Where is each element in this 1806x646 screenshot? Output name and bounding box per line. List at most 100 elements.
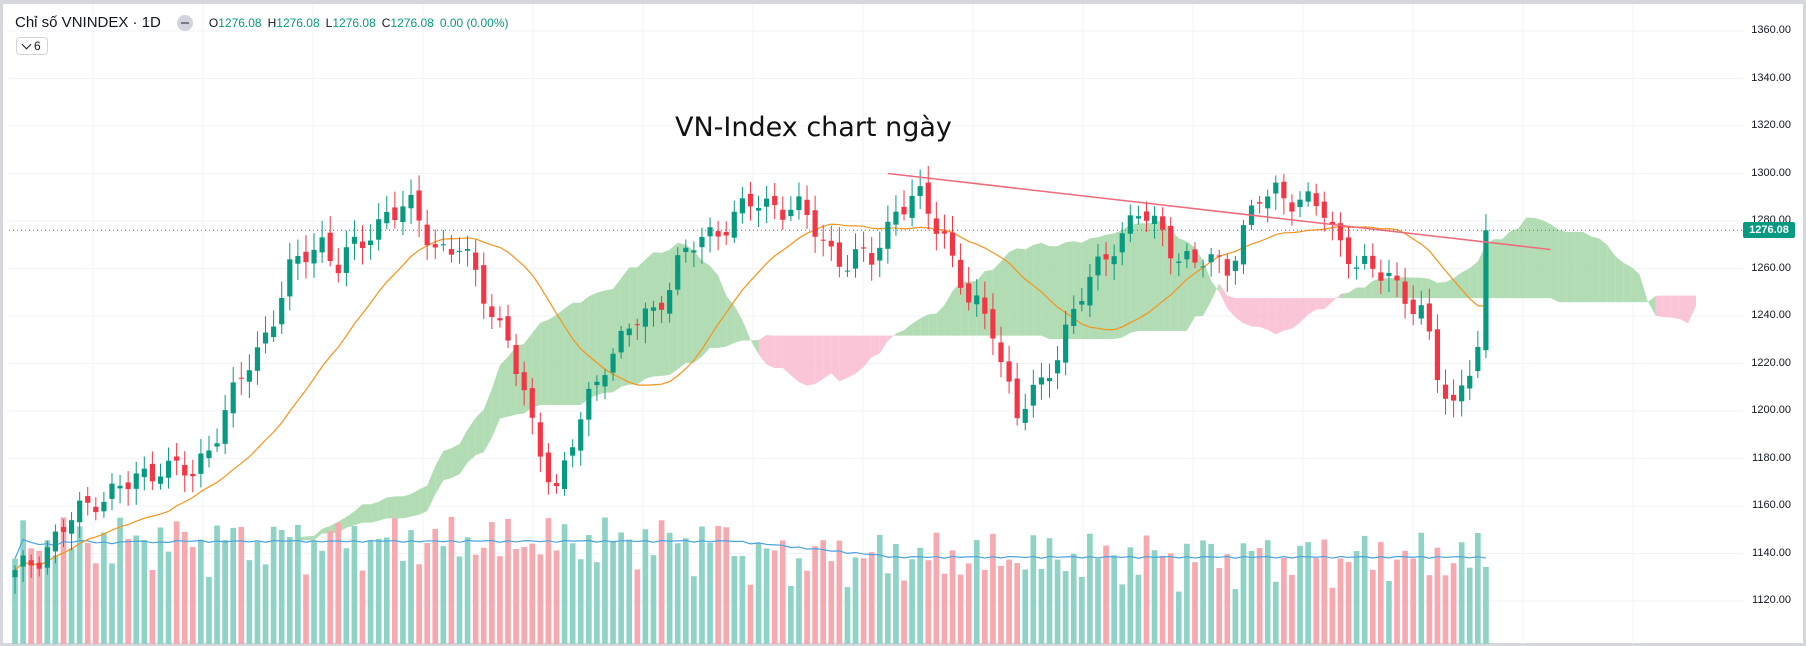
volume-bar (1402, 550, 1408, 644)
candle-body (578, 419, 584, 451)
candle-body (1426, 303, 1432, 332)
cloud-segment (1574, 231, 1583, 303)
candle-body (465, 248, 471, 251)
cloud-segment (645, 252, 654, 379)
candle-body (917, 186, 923, 196)
candle-body (820, 239, 826, 241)
volume-bar (957, 574, 964, 644)
cloud-segment (1663, 295, 1672, 318)
candle-body (594, 381, 600, 386)
cloud-segment (887, 333, 896, 341)
candle-body (1232, 260, 1238, 271)
volume-bar (682, 538, 689, 644)
candle-body (174, 456, 180, 461)
symbol-title[interactable]: Chỉ số VNINDEX · 1D (15, 14, 161, 31)
candle-body (271, 326, 277, 338)
volume-bar (893, 543, 899, 644)
volume-bar (1054, 559, 1061, 644)
cloud-segment (1122, 225, 1131, 338)
volume-bar (1458, 542, 1465, 644)
cloud-segment (475, 409, 484, 456)
candle-body (949, 232, 956, 256)
candle-body (400, 206, 406, 223)
cloud-segment (1057, 242, 1066, 339)
cloud-segment (305, 536, 315, 541)
cloud-segment (1582, 231, 1591, 303)
cloud-segment (580, 296, 589, 405)
cloud-segment (726, 295, 735, 347)
volume-bar (876, 534, 883, 644)
candle-body (1160, 216, 1166, 230)
cloud-segment (1388, 277, 1398, 299)
candle-body (1046, 378, 1053, 382)
cloud-segment (693, 250, 702, 363)
cloud-segment (540, 319, 549, 405)
cloud-segment (1259, 298, 1268, 330)
cloud-segment (1316, 298, 1325, 310)
cloud-segment (1154, 219, 1163, 331)
volume-bar (553, 550, 560, 644)
volume-bar (618, 532, 624, 644)
candle-body (772, 196, 778, 206)
candle-body (1475, 346, 1481, 372)
candle-body (788, 209, 794, 217)
cloud-segment (1623, 262, 1632, 303)
volume-bar (1289, 574, 1295, 644)
volume-bar (1014, 563, 1020, 644)
hide-legend-icon[interactable] (176, 14, 193, 31)
volume-bar (1475, 532, 1481, 644)
candle-body (1451, 394, 1457, 401)
cloud-segment (863, 335, 872, 368)
cloud-segment (839, 335, 848, 382)
volume-bar (1135, 574, 1142, 644)
price-chart[interactable] (3, 4, 1803, 644)
candle-body (1127, 215, 1133, 234)
volume-bar (230, 527, 237, 644)
volume-bar (1337, 558, 1344, 644)
cloud-segment (386, 496, 395, 519)
cloud-segment (548, 314, 557, 405)
volume-bar (1232, 589, 1239, 644)
candle-body (1459, 385, 1465, 402)
candle-body (925, 182, 931, 214)
candle-body (303, 251, 309, 263)
candle-body (109, 483, 115, 499)
candle-body (634, 324, 640, 326)
cloud-segment (766, 334, 775, 368)
candle-body (1297, 199, 1303, 208)
volume-bar (521, 547, 527, 644)
indicators-toggle-button[interactable]: 6 (16, 37, 48, 55)
volume-bar (117, 517, 123, 644)
volume-bar (1321, 539, 1328, 644)
volume-bar (1313, 558, 1320, 644)
volume-bar (1151, 550, 1158, 644)
candle-body (287, 259, 293, 297)
volume-bar (658, 520, 665, 644)
candle-body (190, 473, 196, 477)
cloud-segment (1097, 234, 1107, 339)
low-value: 1276.08 (332, 15, 376, 30)
candle-body (715, 231, 721, 237)
cloud-segment (1413, 277, 1422, 299)
volume-bar (634, 569, 641, 644)
candle-body (998, 342, 1004, 363)
candle-body (182, 465, 188, 476)
candle-body (238, 377, 244, 379)
candle-body (861, 247, 867, 249)
open-key: O (208, 15, 219, 30)
volume-bar (1224, 554, 1231, 644)
cloud-segment (451, 443, 460, 478)
candle-body (933, 218, 939, 234)
cloud-segment (556, 308, 565, 405)
candle-body (1418, 305, 1424, 319)
candle-body (1402, 281, 1408, 304)
candle-body (1006, 361, 1012, 382)
volume-bar (1087, 533, 1093, 644)
cloud-segment (1679, 295, 1688, 324)
cloud-segment (1380, 278, 1389, 299)
volume-bar (303, 574, 309, 644)
volume-bar (1078, 576, 1085, 644)
candle-body (796, 196, 802, 211)
volume-bar (311, 540, 317, 644)
candle-body (1200, 266, 1206, 268)
